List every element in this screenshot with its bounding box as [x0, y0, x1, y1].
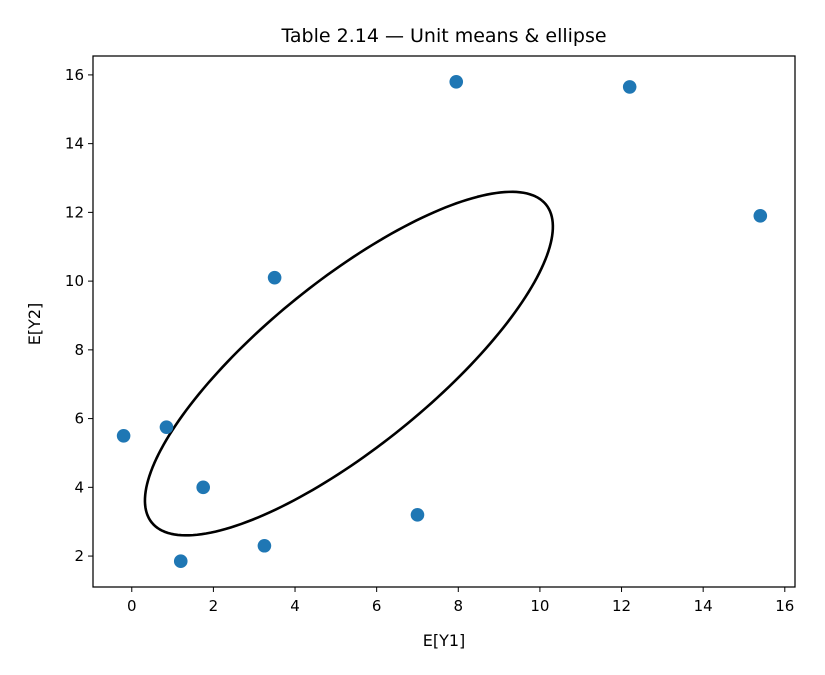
x-tick-label: 14 — [694, 597, 713, 615]
x-tick-label: 2 — [209, 597, 219, 615]
data-point — [257, 538, 272, 553]
x-tick-label: 16 — [775, 597, 794, 615]
data-point — [173, 554, 188, 569]
data-point — [267, 270, 282, 285]
x-tick-label: 10 — [530, 597, 549, 615]
x-axis-label: E[Y1] — [423, 631, 466, 650]
data-point — [116, 428, 131, 443]
plot-frame — [92, 55, 796, 588]
y-tick-label: 2 — [74, 547, 84, 565]
data-point — [622, 80, 637, 94]
y-tick-label: 16 — [65, 66, 84, 84]
data-point — [159, 420, 174, 434]
data-point — [196, 480, 210, 495]
x-tick-label: 6 — [372, 597, 382, 615]
x-tick-label: 4 — [290, 597, 300, 615]
y-tick-label: 14 — [65, 135, 84, 153]
data-point — [449, 74, 464, 89]
y-tick-label: 4 — [74, 478, 84, 496]
y-tick-label: 6 — [74, 410, 84, 428]
x-tick-label: 8 — [454, 597, 464, 615]
y-axis: 2 4 6 8 10 12 14 16 — [65, 66, 93, 565]
x-tick-label: 0 — [127, 597, 137, 615]
data-point — [410, 508, 425, 522]
confidence-ellipse — [143, 190, 555, 537]
y-tick-label: 10 — [65, 272, 84, 290]
y-tick-label: 12 — [65, 203, 84, 221]
data-point — [753, 209, 768, 223]
ellipse-layer — [143, 190, 555, 537]
y-tick-label: 8 — [74, 341, 84, 359]
chart-title: Table 2.14 — Unit means & ellipse — [280, 25, 606, 47]
x-tick-label: 12 — [612, 597, 631, 615]
x-axis: 0 2 4 6 8 10 12 14 16 — [127, 587, 794, 615]
y-axis-label: E[Y2] — [25, 303, 44, 346]
points-layer — [116, 74, 768, 569]
